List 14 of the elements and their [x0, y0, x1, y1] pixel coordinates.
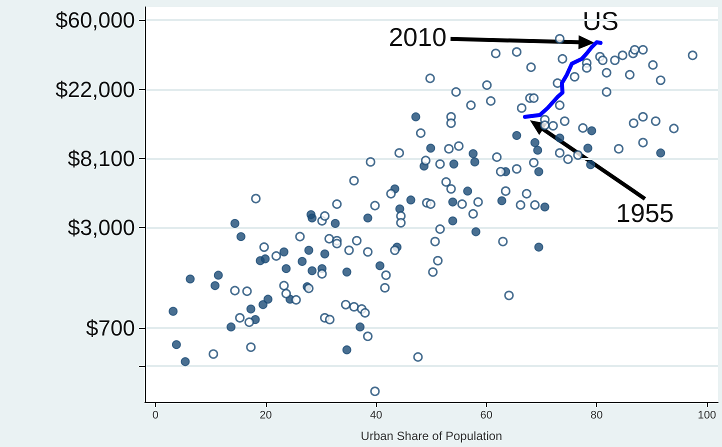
y-tick-label: $8,100	[68, 146, 135, 172]
y-tick-label: $60,000	[55, 7, 135, 32]
y-tick-label: $3,000	[68, 214, 135, 240]
annotation: 2010	[388, 22, 447, 52]
x-tick-label: 20	[260, 410, 272, 422]
annotation: 1955	[616, 198, 674, 228]
x-tick-label: 80	[590, 410, 603, 422]
x-tick-label: 60	[480, 410, 492, 422]
y-tick-label: $700	[86, 315, 135, 340]
x-tick-label: 40	[370, 410, 382, 422]
x-tick-label: 100	[698, 410, 716, 422]
y-tick-label: $22,000	[55, 76, 135, 102]
x-tick-label: 0	[152, 410, 159, 422]
x-axis-title: Urban Share of Population	[360, 429, 502, 443]
